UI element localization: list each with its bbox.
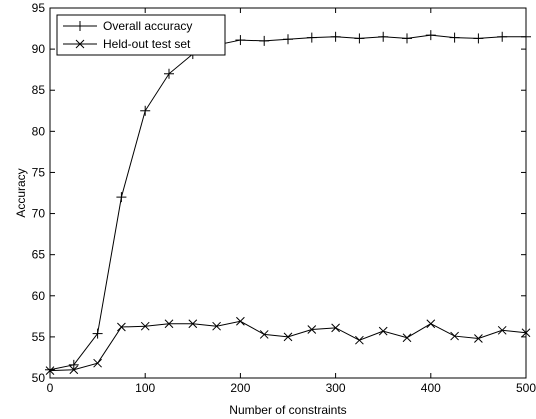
legend-marker-plus-icon: [75, 21, 85, 31]
x-axis-label: Number of constraints: [229, 403, 346, 417]
data-point-held-out-test-set: [140, 321, 150, 331]
data-point-held-out-test-set: [117, 322, 126, 332]
x-tick-label: 100: [135, 381, 155, 395]
legend: Overall accuracy Held-out test set: [56, 14, 226, 56]
series-layer: [45, 30, 531, 375]
data-point-held-out-test-set: [355, 335, 364, 345]
data-point-overall-accuracy: [425, 30, 436, 41]
data-point-overall-accuracy: [306, 32, 317, 43]
y-tick-label: 50: [32, 371, 46, 385]
data-point-overall-accuracy: [259, 35, 270, 46]
y-axis-label: Accuracy: [14, 168, 28, 217]
plot-area: [49, 7, 527, 379]
x-tick-label: 400: [421, 381, 441, 395]
data-point-overall-accuracy: [45, 364, 55, 375]
data-point-held-out-test-set: [236, 316, 245, 326]
x-tick-label: 200: [230, 381, 250, 395]
data-point-held-out-test-set: [283, 332, 293, 342]
y-tick-label: 65: [32, 248, 46, 262]
data-point-overall-accuracy: [378, 31, 389, 42]
data-point-overall-accuracy: [68, 359, 79, 370]
data-point-overall-accuracy: [140, 105, 151, 116]
y-tick-label: 60: [32, 289, 46, 303]
data-point-overall-accuracy: [164, 68, 174, 79]
data-point-overall-accuracy: [473, 33, 484, 44]
data-point-overall-accuracy: [449, 32, 460, 43]
data-point-held-out-test-set: [188, 319, 198, 329]
data-point-held-out-test-set: [497, 325, 507, 335]
data-point-overall-accuracy: [354, 33, 365, 44]
data-point-overall-accuracy: [235, 35, 246, 46]
y-tick-label: 55: [32, 330, 46, 344]
data-point-overall-accuracy: [116, 192, 127, 203]
axis-ticks: 0 100 200 300 400 500 50 55 60 65 70 75 80 85 90 95: [32, 1, 536, 395]
data-point-held-out-test-set: [426, 319, 436, 329]
x-tick-label: 500: [516, 381, 536, 395]
data-point-held-out-test-set: [307, 325, 317, 334]
data-point-held-out-test-set: [93, 358, 102, 368]
legend-marker-x-icon: [75, 39, 85, 49]
data-point-held-out-test-set: [164, 319, 174, 329]
y-tick-label: 80: [32, 124, 46, 138]
data-point-held-out-test-set: [212, 321, 221, 331]
y-tick-label: 70: [32, 207, 46, 221]
data-point-held-out-test-set: [474, 334, 483, 343]
data-point-overall-accuracy: [497, 31, 508, 42]
x-tick-label: 300: [326, 381, 346, 395]
series-overall-accuracy: [45, 30, 531, 375]
data-point-held-out-test-set: [402, 333, 412, 343]
data-point-held-out-test-set: [45, 366, 55, 375]
data-point-held-out-test-set: [521, 328, 531, 338]
data-point-overall-accuracy: [402, 33, 412, 44]
data-point-held-out-test-set: [259, 330, 269, 339]
legend-label-overall-accuracy: Overall accuracy: [103, 19, 192, 33]
data-point-held-out-test-set: [378, 326, 388, 336]
y-tick-label: 75: [32, 165, 46, 179]
data-point-overall-accuracy: [92, 328, 103, 339]
legend-box: [56, 14, 226, 56]
data-point-held-out-test-set: [331, 323, 340, 333]
data-point-held-out-test-set: [450, 331, 459, 341]
x-tick-label: 0: [47, 381, 54, 395]
y-tick-label: 90: [32, 42, 46, 56]
y-tick-label: 85: [32, 83, 46, 97]
data-point-overall-accuracy: [283, 34, 293, 45]
y-tick-label: 95: [32, 1, 46, 15]
legend-label-held-out-test-set: Held-out test set: [103, 37, 191, 51]
series-held-out-test-set: [45, 316, 531, 375]
data-point-held-out-test-set: [69, 365, 79, 375]
data-point-overall-accuracy: [330, 31, 341, 42]
data-point-overall-accuracy: [521, 31, 531, 42]
